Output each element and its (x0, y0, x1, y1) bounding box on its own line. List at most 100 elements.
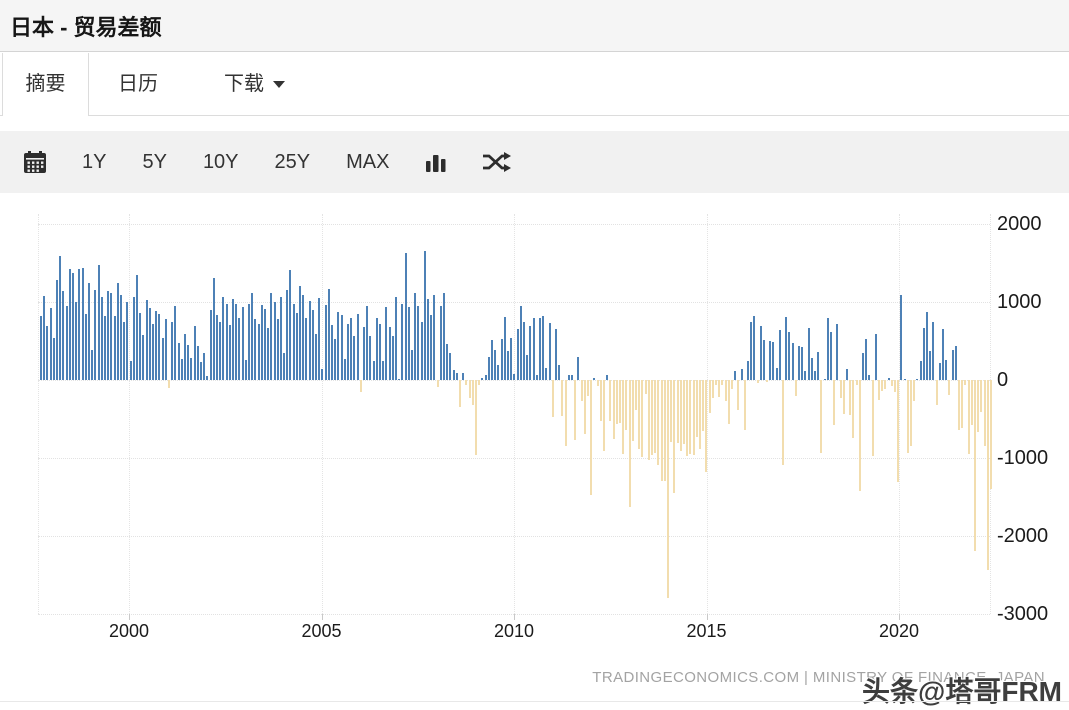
bar (650, 380, 653, 455)
bar (129, 361, 132, 380)
bar (289, 270, 292, 380)
bar (241, 307, 244, 380)
bar (734, 371, 737, 380)
bar (235, 303, 238, 380)
bar (631, 380, 634, 441)
bar (295, 312, 298, 380)
bar (660, 380, 663, 481)
bar (586, 380, 589, 397)
bar (107, 291, 110, 380)
x-gridline (706, 214, 708, 614)
bar (337, 312, 340, 380)
bar (590, 380, 593, 496)
y-gridline (38, 536, 990, 537)
bar (750, 321, 753, 380)
range-button-10y[interactable]: 10Y (202, 150, 239, 173)
bar (379, 323, 382, 380)
y-gridline (38, 614, 990, 615)
bar (958, 380, 960, 430)
y-axis-label: 2000 (997, 213, 1042, 235)
bar (926, 312, 929, 380)
bar-chart-icon[interactable] (425, 152, 447, 172)
range-button-1y[interactable]: 1Y (82, 150, 107, 173)
calendar-icon[interactable] (24, 151, 46, 173)
bar (615, 380, 618, 424)
bar (791, 342, 794, 380)
bar (628, 380, 631, 508)
bar (446, 344, 449, 380)
bar (702, 380, 705, 432)
bar (657, 380, 660, 466)
bar (276, 319, 279, 380)
bar (49, 308, 52, 380)
bar (881, 380, 884, 391)
bar (468, 380, 471, 398)
bar (260, 305, 263, 380)
range-button-max[interactable]: MAX (346, 150, 390, 173)
bar (801, 347, 804, 380)
bar (286, 290, 289, 380)
bar (727, 380, 730, 425)
bar (938, 362, 941, 380)
bar (858, 380, 861, 491)
bar (625, 380, 628, 430)
bar (491, 340, 493, 380)
bar (420, 322, 423, 380)
bar (606, 375, 609, 380)
bar (529, 326, 532, 380)
bar (164, 319, 167, 380)
bar (622, 380, 625, 455)
bar (510, 337, 513, 380)
bar (929, 351, 932, 380)
bar (71, 273, 74, 380)
x-gridline (514, 214, 515, 614)
range-button-5y[interactable]: 5Y (142, 150, 167, 173)
tab-download[interactable]: 下载 (224, 53, 285, 115)
bar (916, 379, 919, 380)
bar (40, 316, 42, 380)
watermark-text: 头条@塔哥FRM (862, 676, 1062, 707)
bar (593, 377, 596, 380)
bar (545, 367, 548, 380)
y-axis-label: 0 (997, 369, 1009, 391)
bar (497, 365, 500, 380)
bar (580, 380, 583, 402)
bar (724, 380, 727, 402)
x-axis-tick (514, 614, 515, 620)
bar (81, 267, 84, 380)
bar (666, 380, 669, 598)
bar (257, 323, 260, 380)
bar (84, 314, 87, 380)
x-axis-label: 2005 (301, 621, 342, 641)
range-button-25y[interactable]: 25Y (274, 150, 311, 173)
bar (401, 304, 404, 380)
bar (494, 350, 497, 380)
bar (427, 298, 430, 380)
bar (682, 380, 685, 444)
bar (961, 380, 964, 429)
bar (196, 345, 199, 380)
bar (692, 380, 695, 455)
tab-download-label: 下载 (224, 73, 264, 95)
bar (430, 315, 433, 380)
bar (247, 303, 250, 380)
tab-summary[interactable]: 摘要 (2, 53, 89, 116)
bar (676, 380, 679, 444)
bar (190, 358, 193, 380)
bar (862, 353, 865, 380)
bar (103, 316, 106, 380)
bar (343, 358, 346, 380)
bar (740, 369, 743, 380)
bar (203, 352, 206, 380)
bar (87, 282, 90, 380)
bar (852, 380, 855, 438)
tab-calendar[interactable]: 日历 (113, 53, 163, 115)
bar (363, 326, 366, 380)
shuffle-icon[interactable] (483, 152, 512, 172)
bar (874, 333, 877, 380)
bar (507, 351, 509, 380)
bar (302, 294, 305, 380)
bar (602, 380, 605, 451)
bar (52, 337, 55, 380)
caret-down-icon (273, 81, 285, 88)
